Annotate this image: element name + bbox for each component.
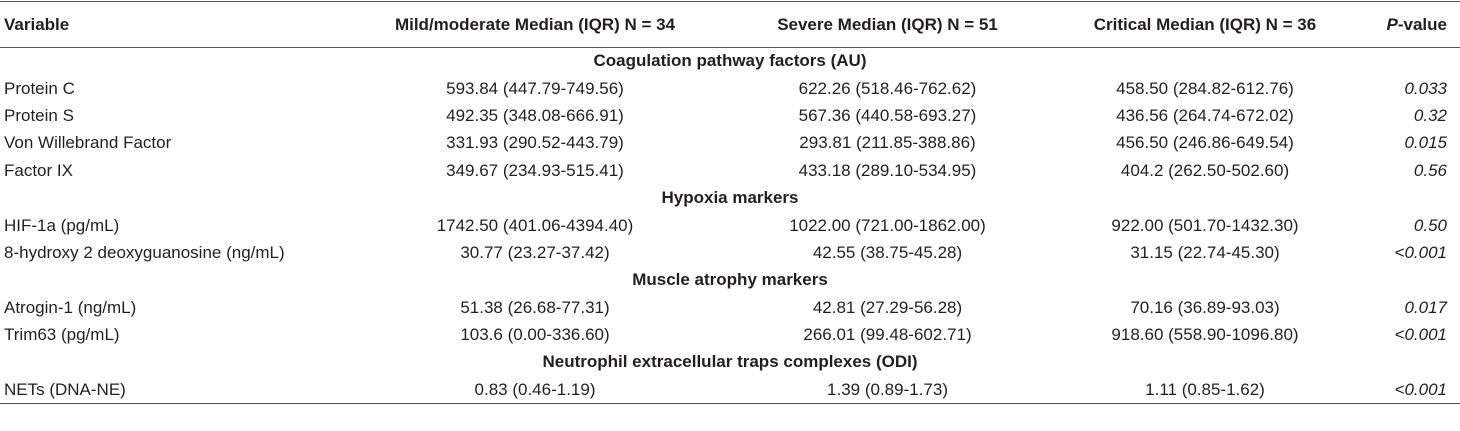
cell: 51.38 (26.68-77.31)	[460, 297, 610, 317]
cell: 42.55 (38.75-45.28)	[812, 242, 963, 262]
data-row: Factor IX 349.67 (234.93-515.41) 433.18 (2…	[0, 157, 1460, 184]
section-row: Coagulation pathway factors (AU)	[0, 48, 1460, 75]
header-cell: Mild/moderate Median (IQR) N = 34	[394, 14, 676, 34]
cell: 1.39 (0.89-1.73)	[827, 379, 948, 399]
cell: 349.67 (234.93-515.41)	[446, 160, 624, 180]
section-title: Coagulation pathway factors (AU)	[593, 51, 867, 71]
cell: 0.32	[1413, 105, 1447, 125]
section-title: Hypoxia markers	[661, 188, 799, 208]
data-row: NETs (DNA-NE) 0.83 (0.46-1.19) 1.39 (0.89-…	[0, 376, 1460, 404]
cell: 42.81 (27.29-56.28)	[812, 297, 963, 317]
cell: 436.56 (264.74-672.02)	[1116, 105, 1294, 125]
cell: 70.16 (36.89-93.03)	[1130, 297, 1280, 317]
cell: 30.77 (23.27-37.42)	[460, 242, 610, 262]
cell: 31.15 (22.74-45.30)	[1130, 242, 1280, 262]
header-italic: P	[1386, 14, 1398, 34]
cell: 918.60 (558.90-1096.80)	[1111, 325, 1299, 345]
cell: 103.6 (0.00-336.60)	[460, 325, 610, 345]
section-row: Hypoxia markers	[0, 184, 1460, 211]
cell: 0.83 (0.46-1.19)	[474, 379, 596, 399]
header-cell: P-value	[1335, 2, 1460, 48]
data-row: Protein S 492.35 (348.08-666.91) 567.36 (4…	[0, 102, 1460, 129]
cell: 0.56	[1413, 160, 1447, 180]
cell: 456.50 (246.86-649.54)	[1116, 133, 1294, 153]
data-row: Trim63 (pg/mL) 103.6 (0.00-336.60) 266.01 …	[0, 321, 1460, 348]
row-label: Trim63 (pg/mL)	[4, 325, 120, 345]
cell: 1022.00 (721.00-1862.00)	[789, 215, 986, 235]
row-label: 8-hydroxy 2 deoxyguanosine (ng/mL)	[4, 242, 285, 262]
section-title: Neutrophil extracellular traps complexes…	[542, 352, 918, 372]
row-label: Von Willebrand Factor	[4, 133, 172, 153]
header-row: Variable Mild/moderate Median (IQR) N = 3…	[0, 1, 1460, 48]
cell: 1742.50 (401.06-4394.40)	[436, 215, 634, 235]
cell: 0.017	[1404, 297, 1447, 317]
data-row: HIF-1a (pg/mL) 1742.50 (401.06-4394.40) 10…	[0, 212, 1460, 239]
row-label: Atrogin-1 (ng/mL)	[4, 297, 137, 317]
cell: 622.26 (518.46-762.62)	[798, 78, 977, 98]
section-row: Neutrophil extracellular traps complexes…	[0, 349, 1460, 376]
data-table: Variable Mild/moderate Median (IQR) N = 3…	[0, 1, 1460, 404]
data-row: Atrogin-1 (ng/mL) 51.38 (26.68-77.31) 42.8…	[0, 294, 1460, 321]
cell: <0.001	[1394, 242, 1447, 262]
cell: 0.033	[1404, 78, 1447, 98]
row-label: Factor IX	[4, 160, 73, 180]
cell: 433.18 (289.10-534.95)	[798, 160, 977, 180]
data-row: 8-hydroxy 2 deoxyguanosine (ng/mL) 30.77 …	[0, 239, 1460, 266]
cell: 593.84 (447.79-749.56)	[446, 78, 624, 98]
data-row: Von Willebrand Factor 331.93 (290.52-443.…	[0, 130, 1460, 157]
row-label: HIF-1a (pg/mL)	[4, 215, 120, 235]
section-title: Muscle atrophy markers	[632, 270, 828, 290]
header-cell: Severe Median (IQR) N = 51	[777, 14, 998, 34]
row-label: NETs (DNA-NE)	[4, 379, 126, 399]
cell: 922.00 (501.70-1432.30)	[1111, 215, 1299, 235]
header-cell: Critical Median (IQR) N = 36	[1093, 14, 1317, 34]
row-label: Protein C	[4, 78, 75, 98]
cell: 567.36 (440.58-693.27)	[798, 105, 977, 125]
cell: 1.11 (0.85-1.62)	[1145, 379, 1265, 399]
cell: 0.50	[1413, 215, 1447, 235]
table-body: Coagulation pathway factors (AU) Protein …	[0, 48, 1460, 404]
cell: 331.93 (290.52-443.79)	[446, 133, 624, 153]
data-row: Protein C 593.84 (447.79-749.56) 622.26 (5…	[0, 75, 1460, 102]
cell: 492.35 (348.08-666.91)	[446, 105, 624, 125]
section-row: Muscle atrophy markers	[0, 267, 1460, 294]
cell: 404.2 (262.50-502.60)	[1120, 160, 1290, 180]
cell: 293.81 (211.85-388.86)	[799, 133, 976, 153]
cell: <0.001	[1394, 379, 1447, 399]
cell: 458.50 (284.82-612.76)	[1116, 78, 1294, 98]
cell: 0.015	[1404, 133, 1447, 153]
row-label: Protein S	[4, 105, 74, 125]
header-cell: Variable	[4, 14, 70, 34]
table-header: Variable Mild/moderate Median (IQR) N = 3…	[0, 1, 1460, 48]
header-rest: -value	[1397, 14, 1447, 34]
cell: 266.01 (99.48-602.71)	[803, 325, 972, 345]
cell: <0.001	[1394, 325, 1447, 345]
